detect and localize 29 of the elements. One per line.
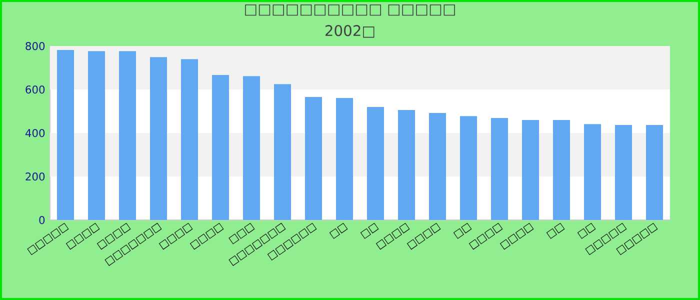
bar: [646, 124, 663, 220]
bar: [367, 106, 384, 220]
bar: [553, 120, 570, 220]
x-tick-label: □□: [329, 222, 348, 239]
bar: [491, 118, 508, 220]
chart-subtitle: 2002□: [325, 25, 374, 38]
bar: [429, 113, 446, 220]
bar: [243, 76, 260, 220]
bar: [57, 50, 74, 220]
bar: [305, 96, 322, 220]
bar: [584, 124, 601, 220]
y-tick-label: 600: [26, 86, 45, 94]
bar: [181, 59, 198, 220]
y-tick-label: 200: [26, 172, 45, 181]
bar: [88, 51, 106, 220]
bar: [212, 74, 230, 220]
bar: [274, 84, 292, 220]
y-tick-label: 800: [26, 42, 45, 50]
bar: [398, 110, 415, 220]
bar: [336, 98, 353, 220]
bar: [615, 124, 632, 220]
y-tick-label: 400: [25, 128, 45, 138]
bar: [150, 57, 168, 220]
bar: [460, 116, 477, 220]
bar: [119, 51, 136, 220]
y-tick-label: 0: [39, 216, 45, 224]
chart-title: □□□□□□□□□□ □□□□□: [245, 4, 455, 16]
bar: [522, 120, 539, 220]
x-tick-label: □□: [546, 222, 565, 239]
